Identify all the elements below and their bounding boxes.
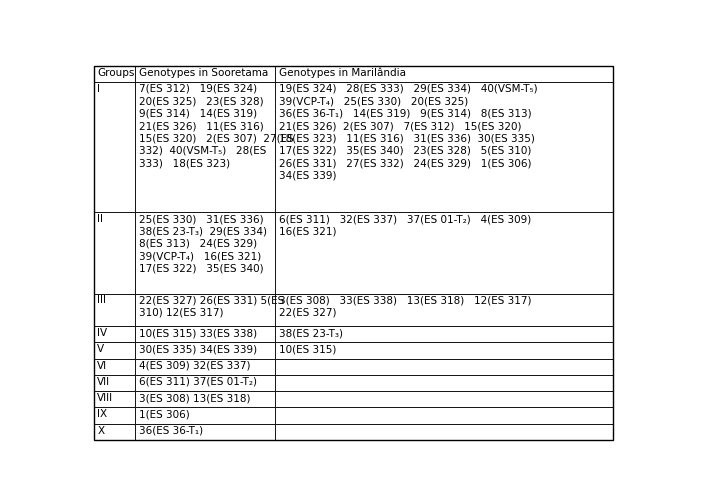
Bar: [135, 342, 275, 358]
Bar: [275, 66, 613, 82]
Bar: [275, 375, 613, 391]
Text: 10(ES 315) 33(ES 338): 10(ES 315) 33(ES 338): [139, 328, 257, 338]
Text: VII: VII: [97, 377, 111, 387]
Bar: [135, 408, 275, 424]
Bar: [135, 66, 275, 82]
Bar: [135, 82, 275, 212]
Bar: [135, 294, 275, 326]
Text: 10(ES 315): 10(ES 315): [279, 344, 336, 354]
Text: Groups: Groups: [97, 68, 135, 78]
Text: 4(ES 309) 32(ES 337): 4(ES 309) 32(ES 337): [139, 360, 250, 370]
Bar: [275, 82, 613, 212]
Text: 1(ES 306): 1(ES 306): [139, 410, 189, 420]
Text: II: II: [97, 214, 104, 224]
Bar: [94, 212, 135, 294]
Bar: [94, 358, 135, 375]
Bar: [94, 342, 135, 358]
Bar: [94, 82, 135, 212]
Text: 30(ES 335) 34(ES 339): 30(ES 335) 34(ES 339): [139, 344, 257, 354]
Text: 36(ES 36-T₁): 36(ES 36-T₁): [139, 426, 203, 436]
Bar: [275, 391, 613, 407]
Text: IV: IV: [97, 328, 108, 338]
Bar: [135, 326, 275, 342]
Bar: [94, 408, 135, 424]
Text: 6(ES 311) 37(ES 01-T₂): 6(ES 311) 37(ES 01-T₂): [139, 377, 257, 387]
Bar: [135, 358, 275, 375]
Text: 3(ES 308)   33(ES 338)   13(ES 318)   12(ES 317)
22(ES 327): 3(ES 308) 33(ES 338) 13(ES 318) 12(ES 31…: [279, 296, 531, 318]
Bar: [135, 212, 275, 294]
Bar: [275, 408, 613, 424]
Bar: [94, 391, 135, 407]
Text: 38(ES 23-T₃): 38(ES 23-T₃): [279, 328, 342, 338]
Text: 19(ES 324)   28(ES 333)   29(ES 334)   40(VSM-T₅)
39(VCP-T₄)   25(ES 330)   20(E: 19(ES 324) 28(ES 333) 29(ES 334) 40(VSM-…: [279, 84, 537, 181]
Bar: [135, 391, 275, 407]
Text: 3(ES 308) 13(ES 318): 3(ES 308) 13(ES 318): [139, 393, 250, 403]
Bar: [94, 375, 135, 391]
Bar: [275, 358, 613, 375]
Bar: [275, 212, 613, 294]
Text: Genotypes in Marilândia: Genotypes in Marilândia: [279, 68, 406, 78]
Bar: [94, 66, 135, 82]
Bar: [94, 424, 135, 440]
Text: IX: IX: [97, 410, 108, 420]
Bar: [94, 326, 135, 342]
Bar: [135, 424, 275, 440]
Bar: [275, 342, 613, 358]
Text: 25(ES 330)   31(ES 336)
38(ES 23-T₃)  29(ES 334)
8(ES 313)   24(ES 329)
39(VCP-T: 25(ES 330) 31(ES 336) 38(ES 23-T₃) 29(ES…: [139, 214, 267, 274]
Text: III: III: [97, 296, 106, 306]
Text: V: V: [97, 344, 104, 354]
Text: 6(ES 311)   32(ES 337)   37(ES 01-T₂)   4(ES 309)
16(ES 321): 6(ES 311) 32(ES 337) 37(ES 01-T₂) 4(ES 3…: [279, 214, 531, 236]
Bar: [94, 294, 135, 326]
Bar: [275, 424, 613, 440]
Text: X: X: [97, 426, 104, 436]
Text: I: I: [97, 84, 101, 94]
Text: VI: VI: [97, 360, 108, 370]
Bar: [275, 326, 613, 342]
Text: Genotypes in Sooretama: Genotypes in Sooretama: [139, 68, 268, 78]
Bar: [275, 294, 613, 326]
Text: VIII: VIII: [97, 393, 113, 403]
Text: 22(ES 327) 26(ES 331) 5(ES
310) 12(ES 317): 22(ES 327) 26(ES 331) 5(ES 310) 12(ES 31…: [139, 296, 284, 318]
Bar: [135, 375, 275, 391]
Text: 7(ES 312)   19(ES 324)
20(ES 325)   23(ES 328)
9(ES 314)   14(ES 319)
21(ES 326): 7(ES 312) 19(ES 324) 20(ES 325) 23(ES 32…: [139, 84, 294, 168]
